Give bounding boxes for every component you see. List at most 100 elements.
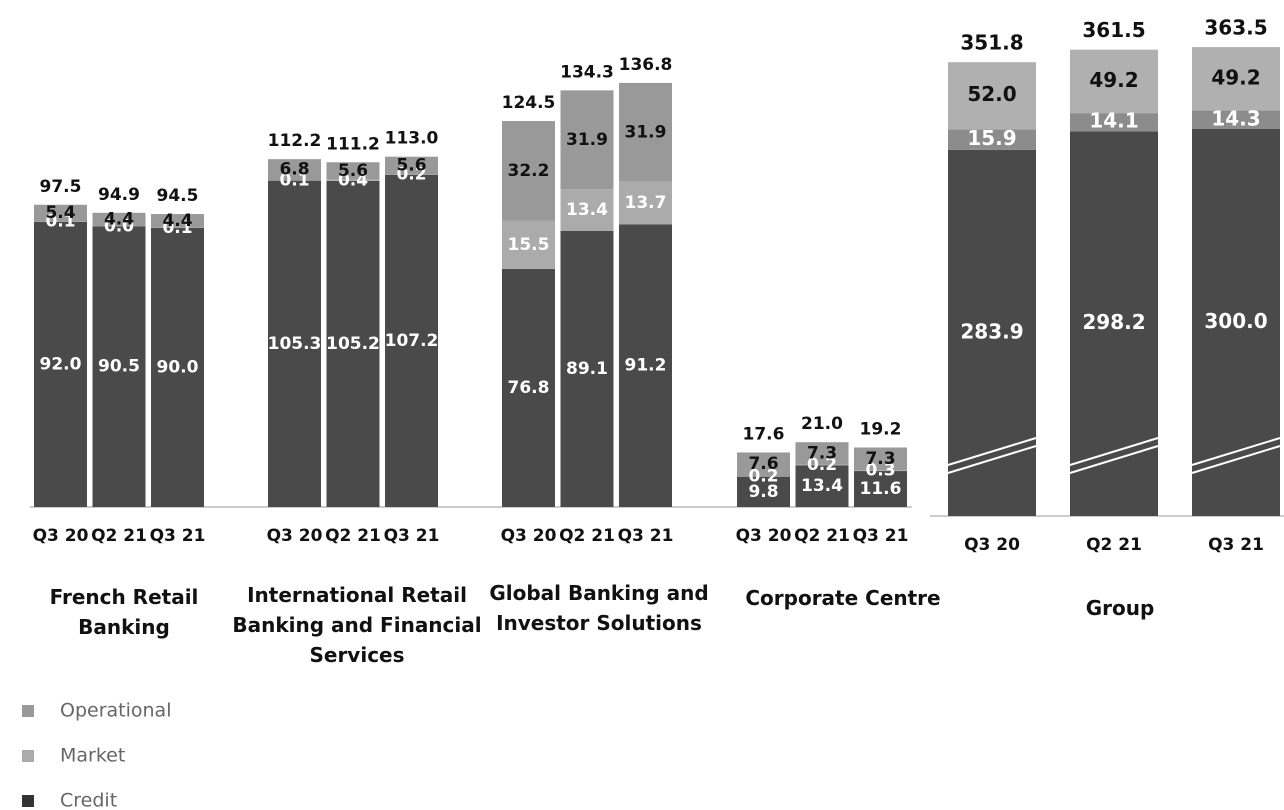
total-label: 134.3 [560,63,614,83]
bar-segment [737,476,790,507]
bar-segment [1192,110,1280,129]
value-label: 0.2 [807,455,837,475]
value-label: 7.6 [748,454,778,474]
axis-break [1069,437,1159,466]
bar-segment [502,220,555,269]
bar-segment [326,162,380,180]
value-label: 0.1 [45,212,75,232]
bar-segment [795,465,849,507]
bar-segment [948,149,1036,517]
value-label: 0.3 [865,461,895,481]
chart-title: Group [1085,596,1155,620]
value-label: 5.6 [338,161,368,181]
total-label: 361.5 [1082,18,1145,42]
value-label: 15.9 [967,126,1016,150]
value-label: 105.2 [326,334,380,354]
bar-segment [1070,113,1158,132]
value-label: 7.3 [807,444,837,464]
value-label: 0.2 [748,466,778,486]
value-label: 15.5 [508,235,550,255]
chart-title: International Retail Banking and Financi… [232,583,482,667]
total-label: 94.9 [98,185,140,205]
bar-segment [854,471,907,507]
value-label: 11.6 [860,479,902,499]
bar-segment [502,268,555,507]
x-tick-label: Q2 21 [91,526,147,546]
value-label: 298.2 [1082,310,1145,334]
x-tick-label: Q3 20 [736,526,792,546]
bar-segment [268,159,321,181]
x-tick-label: Q2 21 [1086,535,1142,555]
x-tick-label: Q3 21 [853,526,909,546]
value-label: 105.3 [268,334,322,354]
total-label: 112.2 [268,131,322,151]
bar-segment [737,476,790,477]
bar-segment [795,464,849,466]
value-label: 0.1 [279,170,309,190]
bar-segment [385,156,438,175]
legend-label: Market [60,745,125,767]
bar-segment [151,228,204,507]
value-label: 89.1 [566,359,608,379]
value-label: 0.4 [338,170,368,190]
total-label: 136.8 [619,55,673,75]
x-tick-label: Q3 20 [267,526,323,546]
bar-segment [619,224,672,507]
bar-segment [560,90,614,190]
axis-break [947,437,1037,466]
value-label: 14.1 [1089,109,1138,133]
total-label: 124.5 [502,93,556,113]
value-label: 52.0 [967,82,1016,106]
total-label: 113.0 [385,129,439,149]
x-tick-label: Q2 21 [325,526,381,546]
value-label: 13.4 [566,200,608,220]
value-label: 300.0 [1204,309,1267,333]
value-label: 283.9 [960,319,1023,343]
legend-label: Operational [60,700,171,722]
value-label: 0.2 [396,164,426,184]
total-label: 19.2 [860,419,902,439]
x-tick-label: Q3 21 [150,526,206,546]
bar-segment [1070,49,1158,114]
total-label: 111.2 [326,134,380,154]
bar-segment [385,174,438,507]
x-tick-label: Q3 20 [501,526,557,546]
chart-title: Global Banking and Investor Solutions [489,581,709,635]
x-tick-label: Q2 21 [794,526,850,546]
x-tick-label: Q3 21 [384,526,440,546]
bar-segment [560,189,614,231]
bar-segment [854,470,907,472]
total-label: 21.0 [801,414,843,434]
bar-segment [1192,47,1280,111]
value-label: 0.1 [162,218,192,238]
axis-break [947,445,1037,474]
bar-segment [560,230,614,508]
value-label: 91.2 [625,356,667,376]
bar-segment [385,174,438,175]
value-label: 7.3 [865,449,895,469]
value-label: 14.3 [1211,106,1260,130]
bar-segment [948,62,1036,130]
bar-segment [948,129,1036,150]
value-label: 0.0 [104,216,134,236]
x-tick-label: Q3 21 [1208,535,1264,555]
value-label: 13.7 [625,193,667,213]
legend-label: Credit [60,790,117,810]
bar-segment [34,221,87,508]
bar-segment [619,181,672,225]
x-tick-label: Q3 20 [33,526,89,546]
total-label: 17.6 [743,424,785,444]
value-label: 92.0 [40,354,82,374]
value-label: 4.4 [162,211,192,231]
legend-swatch [22,795,34,807]
bar-segment [92,212,146,227]
axis-break [1191,437,1281,466]
bar-segment [795,442,849,465]
value-label: 49.2 [1211,65,1260,89]
total-label: 94.5 [157,186,199,206]
x-tick-label: Q3 20 [964,535,1020,555]
x-tick-label: Q2 21 [559,526,615,546]
bar-segment [326,179,380,181]
x-tick-label: Q3 21 [618,526,674,546]
